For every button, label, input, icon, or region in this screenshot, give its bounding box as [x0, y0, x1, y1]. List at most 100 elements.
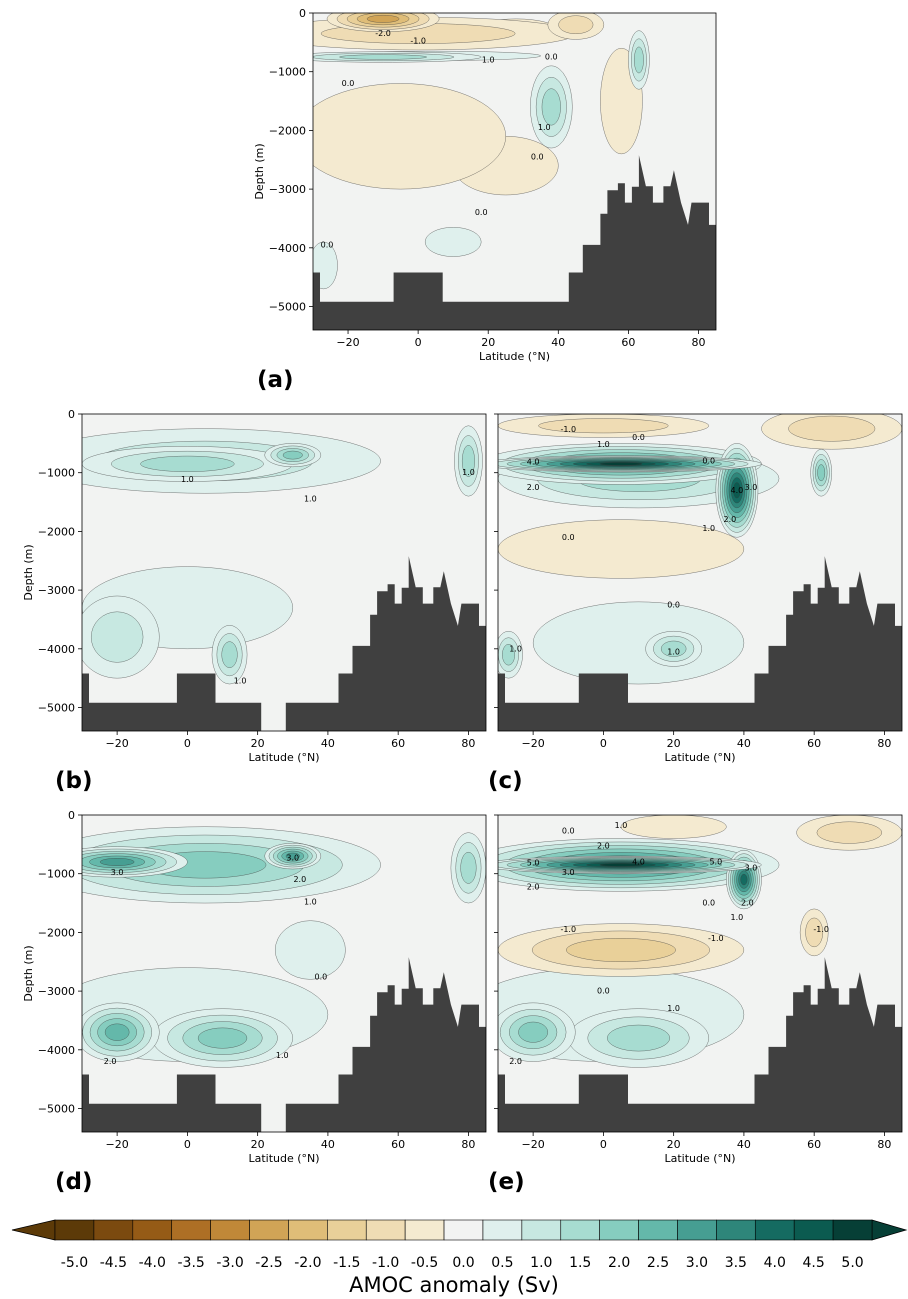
x-tick-label: 0 [600, 737, 607, 750]
x-tick-label: −20 [106, 1138, 129, 1151]
y-tick-label: −1000 [269, 66, 306, 79]
contour-label: 2.0 [293, 875, 306, 884]
anomaly-contour [104, 1023, 130, 1041]
colorbar-tick-label: 5.0 [841, 1255, 863, 1271]
contour-label: 3.0 [745, 483, 758, 492]
y-tick-label: −4000 [269, 242, 306, 255]
contour-label: 1.0 [702, 524, 715, 533]
contour-label: 1.0 [731, 913, 744, 922]
panel-label: (a) [257, 367, 294, 393]
colorbar-tick-label: -1.5 [333, 1255, 360, 1271]
x-tick-label: 0 [184, 737, 191, 750]
colorbar-swatch [365, 1219, 406, 1241]
x-tick-label: 60 [391, 737, 405, 750]
colorbar-swatch [404, 1219, 445, 1241]
x-tick-label: 80 [877, 737, 891, 750]
x-tick-label: −20 [522, 737, 545, 750]
contour-label: 3.0 [562, 868, 575, 877]
contour-label: -1.0 [813, 925, 829, 934]
anomaly-contour [538, 418, 669, 434]
contour-label: 1.0 [181, 475, 194, 484]
x-axis-label: Latitude (°N) [248, 751, 319, 764]
anomaly-contour [460, 851, 477, 884]
y-tick-label: −2000 [269, 124, 306, 137]
anomaly-contour [607, 1024, 670, 1052]
x-tick-label: 80 [691, 336, 705, 349]
colorbar-swatch [249, 1219, 289, 1241]
contour-label: 1.0 [667, 647, 680, 656]
colorbar-tick-label: 1.5 [569, 1255, 591, 1271]
contour-label: 0.0 [562, 533, 575, 542]
anomaly-field: 1.0 1.0 1.0 1.0 [82, 425, 486, 731]
anomaly-contour [817, 464, 826, 482]
axes-frame [81, 413, 487, 732]
axes-frame [81, 814, 487, 1133]
y-tick-label: −5000 [38, 702, 75, 715]
contour-label: 1.0 [234, 677, 247, 686]
y-tick-label: 0 [68, 809, 75, 822]
contour-label: 0.0 [597, 987, 610, 996]
anomaly-field: 0.0 1.0 2.0 5.0 4.0 5.0 3.0 2.0 3.0 2.0 1.0 0.0 -1.0… [498, 815, 902, 1132]
y-tick-label: −3000 [38, 985, 75, 998]
contour-label: 2.0 [104, 1057, 117, 1066]
bathymetry-mask [82, 556, 486, 731]
colorbar-swatch [521, 1219, 562, 1241]
contour-label: 1.0 [597, 440, 610, 449]
x-tick-label: 80 [461, 737, 475, 750]
anomaly-contour [816, 821, 882, 844]
y-axis-label: Depth (m) [22, 544, 35, 600]
contour-label: 2.0 [527, 483, 540, 492]
x-tick-label: 0 [415, 336, 422, 349]
x-axis-label: Latitude (°N) [479, 350, 550, 363]
colorbar-tick-label: -3.0 [216, 1255, 243, 1271]
x-tick-label: 60 [807, 1138, 821, 1151]
axes-frame [312, 12, 717, 331]
panel-label: (c) [488, 768, 523, 794]
contour-label: 0.0 [321, 240, 334, 249]
y-tick-label: −1000 [38, 868, 75, 881]
anomaly-contour [221, 641, 238, 668]
contour-label: 0.0 [667, 600, 680, 609]
anomaly-contour [558, 15, 594, 34]
colorbar-swatch [482, 1219, 523, 1241]
contour-label: -1.0 [410, 37, 426, 46]
contour-label: 3.0 [286, 853, 299, 862]
contour-label: 0.0 [632, 433, 645, 442]
x-tick-label: 20 [667, 1138, 681, 1151]
y-tick-label: −2000 [38, 525, 75, 538]
colorbar-tick-label: 0.5 [491, 1255, 513, 1271]
anomaly-contour [90, 611, 144, 663]
anomaly-contour [424, 227, 482, 257]
x-tick-label: 40 [551, 336, 565, 349]
panel-e: 0.0 1.0 2.0 5.0 4.0 5.0 3.0 2.0 3.0 2.0 1.0 0.0 -1.0… [488, 814, 903, 1195]
contour-label: 0.0 [545, 53, 558, 62]
colorbar-tick-label: 4.0 [764, 1255, 786, 1271]
contour-label: 1.0 [615, 821, 628, 830]
panel-b: 1.0 1.0 1.0 1.0 −20 0 20 40 60 80 0 −1000 −2000 −3000… [22, 408, 487, 794]
panel-label: (b) [55, 768, 93, 794]
colorbar-swatch [327, 1219, 367, 1241]
x-tick-label: −20 [522, 1138, 545, 1151]
anomaly-contour [733, 482, 741, 499]
anomaly-contour [285, 852, 300, 860]
colorbar-tick-label: 3.0 [686, 1255, 708, 1271]
anomaly-contour [99, 858, 135, 866]
panel-a: -2.0 -1.0 1.0 0.0 0.0 1.0 0.0 0.0 0.0 −20 0 20 40 60 8… [253, 7, 717, 393]
y-tick-label: −3000 [269, 183, 306, 196]
contour-label: 3.0 [111, 868, 124, 877]
bathymetry-mask [82, 957, 486, 1132]
contour-label: 3.0 [745, 863, 758, 872]
panel-c: -1.01.00.04.02.00.04.0 3.02.01.00.00.01.0… [488, 413, 903, 794]
contour-label: -1.0 [560, 925, 576, 934]
contour-label: 0.0 [702, 899, 715, 908]
colorbar-swatch [443, 1219, 484, 1241]
anomaly-contour [660, 640, 687, 657]
anomaly-contour [541, 88, 561, 126]
x-axis-label: Latitude (°N) [664, 751, 735, 764]
bathymetry-mask [498, 556, 902, 731]
colorbar-swatch [210, 1219, 250, 1241]
y-tick-label: 0 [299, 7, 306, 20]
x-tick-label: 0 [600, 1138, 607, 1151]
colorbar-tick-label: -4.0 [139, 1255, 166, 1271]
